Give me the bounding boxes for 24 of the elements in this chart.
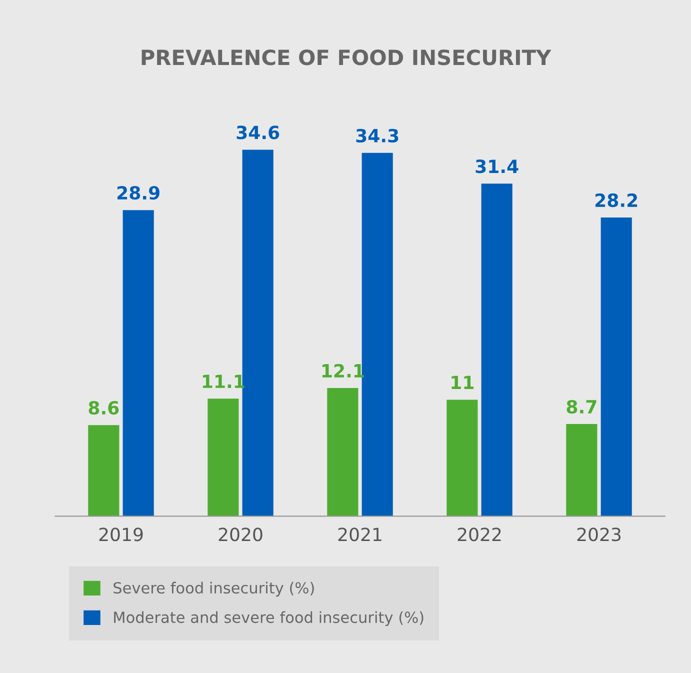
legend-label: Moderate and severe food insecurity (%) — [114, 611, 424, 626]
data-label: 28.9 — [117, 186, 160, 200]
legend-label: Severe food insecurity (%) — [114, 582, 314, 597]
bar — [600, 218, 632, 516]
data-label: 11 — [452, 376, 474, 389]
bar — [208, 398, 239, 516]
data-label: 28.2 — [596, 193, 638, 208]
bar — [122, 210, 154, 516]
x-tick-label: 2019 — [99, 528, 143, 542]
bar — [481, 184, 512, 516]
data-label: 34.3 — [356, 128, 398, 142]
x-tick-label: 2023 — [577, 528, 621, 542]
bar — [446, 400, 478, 516]
data-label: 8.7 — [566, 400, 596, 414]
chart-title: PREVALENCE OF FOOD INSECURITY — [142, 50, 552, 66]
bar — [327, 388, 358, 516]
data-label: 34.6 — [236, 126, 280, 140]
x-tick-label: 2020 — [218, 528, 262, 542]
x-tick-label: 2021 — [338, 528, 382, 542]
bar — [88, 425, 120, 516]
x-tick-label: 2022 — [458, 528, 501, 542]
bar — [566, 424, 598, 516]
data-label: 31.4 — [476, 160, 518, 174]
data-label: 8.6 — [88, 401, 119, 415]
